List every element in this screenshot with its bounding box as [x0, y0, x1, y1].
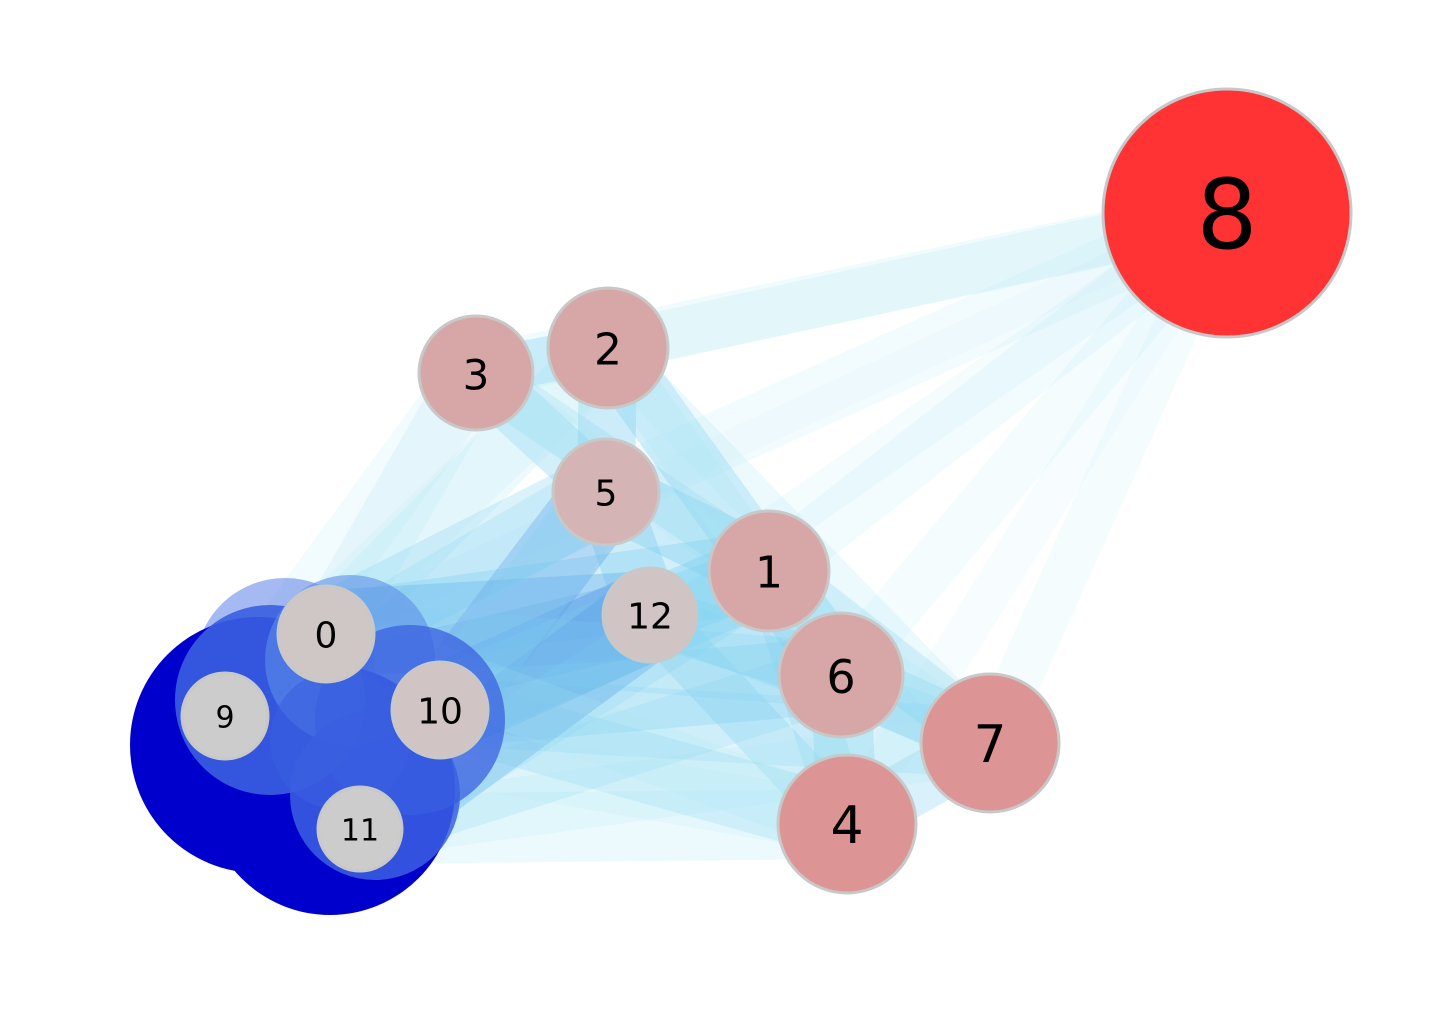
node-label: 4 — [830, 796, 863, 856]
node-label: 10 — [417, 692, 463, 733]
node-7[interactable]: 7 — [919, 672, 1061, 814]
node-1[interactable]: 1 — [707, 509, 831, 633]
node-0[interactable]: 0 — [276, 584, 376, 684]
node-4[interactable]: 4 — [776, 753, 918, 895]
node-circle — [546, 286, 670, 410]
node-label: 2 — [594, 325, 622, 376]
edge-10-6 — [402, 637, 879, 748]
node-circle — [776, 753, 918, 895]
node-label: 9 — [215, 701, 234, 736]
node-11[interactable]: 11 — [316, 785, 404, 873]
node-label: 12 — [627, 597, 673, 638]
node-label: 3 — [463, 351, 490, 400]
edge-10-7 — [405, 675, 1025, 778]
node-8[interactable]: 8 — [1101, 87, 1353, 339]
node-circle — [276, 584, 376, 684]
node-circle — [316, 785, 404, 873]
node-6[interactable]: 6 — [777, 611, 905, 739]
node-9[interactable]: 9 — [180, 671, 270, 761]
node-circle — [551, 437, 661, 547]
node-circle — [707, 509, 831, 633]
node-circle — [417, 314, 535, 432]
node-circle — [180, 671, 270, 761]
node-circle — [390, 660, 490, 760]
node-circle — [1101, 87, 1353, 339]
node-label: 1 — [755, 548, 783, 599]
node-label: 0 — [315, 616, 338, 657]
node-5[interactable]: 5 — [551, 437, 661, 547]
node-label: 11 — [341, 814, 379, 849]
node-12[interactable]: 12 — [601, 566, 699, 664]
hub-blob — [270, 670, 410, 810]
node-10[interactable]: 10 — [390, 660, 490, 760]
node-label: 5 — [595, 474, 618, 515]
node-3[interactable]: 3 — [417, 314, 535, 432]
node-2[interactable]: 2 — [546, 286, 670, 410]
node-circle — [777, 611, 905, 739]
edge-11-7 — [330, 713, 1020, 859]
node-circle — [601, 566, 699, 664]
node-label: 7 — [973, 715, 1006, 775]
node-label: 6 — [826, 650, 855, 704]
node-label: 8 — [1196, 159, 1257, 271]
node-circle — [919, 672, 1061, 814]
edge-8-0 — [311, 198, 1242, 649]
